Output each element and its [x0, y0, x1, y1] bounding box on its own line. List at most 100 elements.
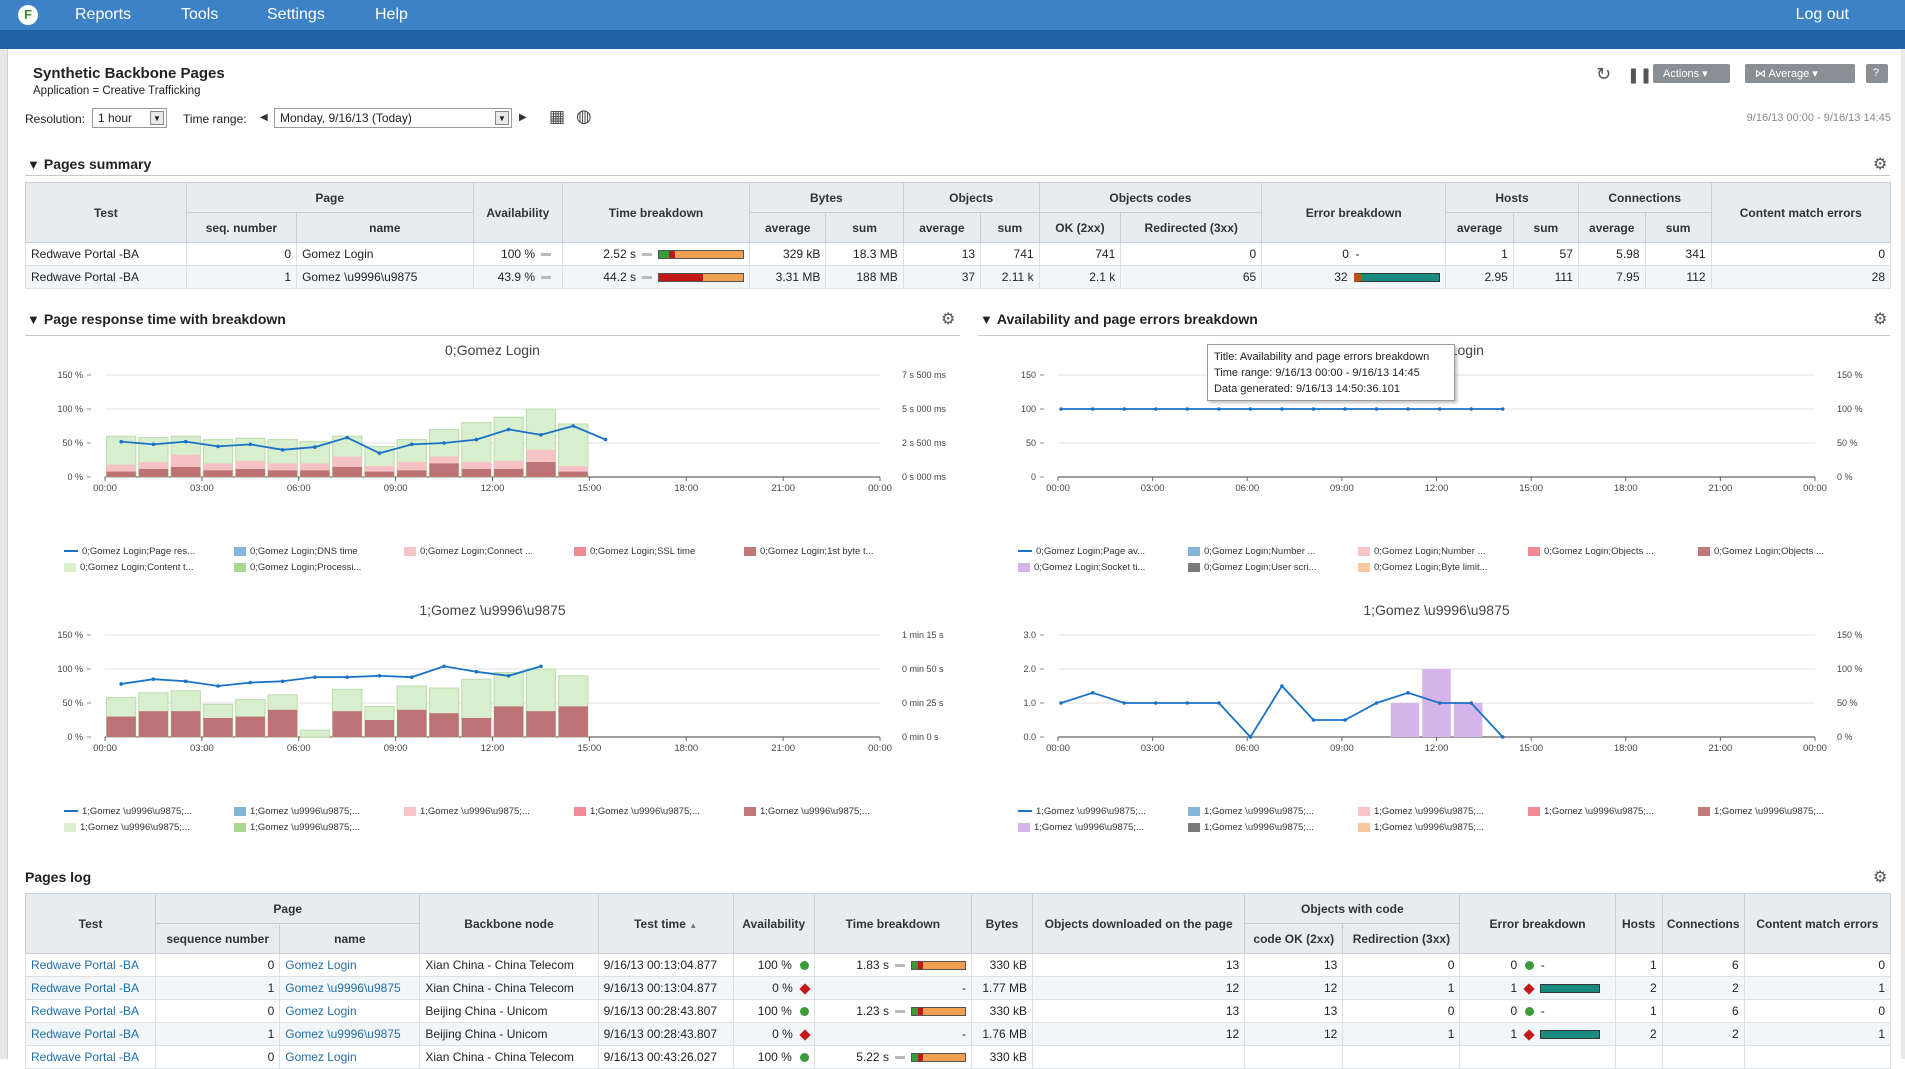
- app-logo-icon[interactable]: F: [18, 5, 38, 25]
- col-conn-sum[interactable]: sum: [1644, 212, 1712, 243]
- table-row[interactable]: Redwave Portal -BA 1 Gomez \u9996\u9875 …: [25, 265, 1892, 289]
- cell-name-link[interactable]: Gomez Login: [279, 1045, 421, 1069]
- legend-item[interactable]: 1;Gomez \u9996\u9875;...: [1018, 822, 1144, 833]
- cell-test-link[interactable]: Redwave Portal -BA: [24, 976, 157, 1000]
- menu-reports[interactable]: Reports: [75, 6, 132, 23]
- average-button[interactable]: ⋈ Average ▾: [1745, 64, 1855, 83]
- legend-item[interactable]: 1;Gomez \u9996\u9875;...: [234, 806, 360, 817]
- col-objects-avg[interactable]: average: [902, 212, 982, 243]
- legend-item[interactable]: 1;Gomez \u9996\u9875;...: [574, 806, 700, 817]
- col-seq[interactable]: seq. number: [185, 212, 298, 243]
- globe-icon[interactable]: ◍: [576, 106, 592, 126]
- gear-icon[interactable]: ⚙: [1873, 311, 1888, 328]
- legend-item[interactable]: 1;Gomez \u9996\u9875;...: [1188, 806, 1314, 817]
- cell-test-link[interactable]: Redwave Portal -BA: [24, 953, 157, 977]
- legend-item[interactable]: 0;Gomez Login;Number ...: [1358, 546, 1485, 557]
- col-redirection[interactable]: Redirection (3xx): [1342, 923, 1461, 954]
- col-bytes-sum[interactable]: sum: [825, 212, 904, 243]
- cell-name-link[interactable]: Gomez \u9996\u9875: [279, 1022, 421, 1046]
- cell-name-link[interactable]: Gomez \u9996\u9875: [279, 976, 421, 1000]
- col-time-breakdown[interactable]: Time breakdown: [813, 893, 972, 954]
- col-code-ok[interactable]: code OK (2xx): [1244, 923, 1344, 954]
- help-button[interactable]: ?: [1866, 64, 1888, 83]
- legend-item[interactable]: 1;Gomez \u9996\u9875;...: [1018, 806, 1146, 817]
- menu-settings[interactable]: Settings: [267, 6, 325, 23]
- col-test[interactable]: Test: [25, 182, 187, 243]
- col-error-breakdown[interactable]: Error breakdown: [1261, 182, 1447, 243]
- legend-item[interactable]: 1;Gomez \u9996\u9875;...: [744, 806, 870, 817]
- legend-item[interactable]: 0;Gomez Login;Page res...: [64, 546, 195, 557]
- col-hosts[interactable]: Hosts: [1614, 893, 1663, 954]
- menu-tools[interactable]: Tools: [181, 6, 219, 23]
- time-range-select[interactable]: Monday, 9/16/13 (Today) ▼: [274, 108, 512, 128]
- legend-item[interactable]: 0;Gomez Login;Byte limit...: [1358, 562, 1488, 573]
- cell-test-link[interactable]: Redwave Portal -BA: [24, 1045, 157, 1069]
- legend-item[interactable]: 1;Gomez \u9996\u9875;...: [234, 822, 360, 833]
- legend-item[interactable]: 0;Gomez Login;1st byte t...: [744, 546, 874, 557]
- col-time-breakdown[interactable]: Time breakdown: [562, 182, 750, 243]
- resolution-select[interactable]: 1 hour ▼: [92, 108, 167, 128]
- cell-name-link[interactable]: Gomez Login: [279, 999, 421, 1023]
- col-objects-sum[interactable]: sum: [980, 212, 1040, 243]
- gear-icon[interactable]: ⚙: [941, 311, 956, 328]
- next-range-icon[interactable]: ▶: [519, 112, 527, 123]
- gear-icon[interactable]: ⚙: [1873, 156, 1888, 173]
- col-hosts-sum[interactable]: sum: [1512, 212, 1579, 243]
- legend-item[interactable]: 1;Gomez \u9996\u9875;...: [1528, 806, 1654, 817]
- legend-item[interactable]: 1;Gomez \u9996\u9875;...: [1358, 806, 1484, 817]
- legend-item[interactable]: 0;Gomez Login;Processi...: [234, 562, 361, 573]
- col-conn-avg[interactable]: average: [1577, 212, 1646, 243]
- col-test[interactable]: Test: [24, 893, 157, 954]
- table-row[interactable]: Redwave Portal -BA 0 Gomez Login 100 % 2…: [25, 242, 1892, 266]
- col-redirected[interactable]: Redirected (3xx): [1120, 212, 1263, 243]
- left-collapse-strip[interactable]: [0, 49, 8, 1059]
- legend-item[interactable]: 0;Gomez Login;DNS time: [234, 546, 358, 557]
- legend-item[interactable]: 0;Gomez Login;Objects ...: [1698, 546, 1824, 557]
- legend-item[interactable]: 0;Gomez Login;Objects ...: [1528, 546, 1654, 557]
- col-backbone-node[interactable]: Backbone node: [419, 893, 599, 954]
- section-title-availability[interactable]: ▼ Availability and page errors breakdown: [980, 311, 1258, 327]
- col-name[interactable]: name: [279, 923, 421, 954]
- actions-button[interactable]: Actions ▾: [1653, 64, 1730, 83]
- col-bytes-avg[interactable]: average: [748, 212, 827, 243]
- col-availability[interactable]: Availability: [732, 893, 815, 954]
- table-row[interactable]: Redwave Portal -BA 0 Gomez Login Xian China…: [24, 953, 1892, 977]
- legend-item[interactable]: 0;Gomez Login;Socket ti...: [1018, 562, 1145, 573]
- col-seq[interactable]: sequence number: [155, 923, 281, 954]
- col-availability[interactable]: Availability: [472, 182, 564, 243]
- col-content-errors[interactable]: Content match errors: [1743, 893, 1892, 954]
- legend-item[interactable]: 1;Gomez \u9996\u9875;...: [1358, 822, 1484, 833]
- legend-item[interactable]: 1;Gomez \u9996\u9875;...: [404, 806, 530, 817]
- legend-item[interactable]: 0;Gomez Login;User scri...: [1188, 562, 1316, 573]
- right-scroll-strip[interactable]: [1901, 49, 1905, 1059]
- col-connections[interactable]: Connections: [1661, 893, 1745, 954]
- legend-item[interactable]: 1;Gomez \u9996\u9875;...: [1698, 806, 1824, 817]
- chart-response-gomez-login[interactable]: 0;Gomez Login 150 % 7 s 500 ms 100 % 5 s 000…: [25, 345, 955, 565]
- calendar-icon[interactable]: ▦: [549, 107, 566, 126]
- section-title-response[interactable]: ▼ Page response time with breakdown: [27, 311, 286, 327]
- col-error-breakdown[interactable]: Error breakdown: [1459, 893, 1616, 954]
- legend-item[interactable]: 0;Gomez Login;Number ...: [1188, 546, 1315, 557]
- legend-item[interactable]: 0;Gomez Login;Page av...: [1018, 546, 1145, 557]
- legend-item[interactable]: 0;Gomez Login;Connect ...: [404, 546, 533, 557]
- legend-item[interactable]: 1;Gomez \u9996\u9875;...: [64, 822, 190, 833]
- table-row[interactable]: Redwave Portal -BA 0 Gomez Login Beijing Ch…: [24, 999, 1892, 1023]
- legend-item[interactable]: 1;Gomez \u9996\u9875;...: [1188, 822, 1314, 833]
- logout-link[interactable]: Log out: [1795, 6, 1849, 23]
- col-ok[interactable]: OK (2xx): [1038, 212, 1122, 243]
- prev-range-icon[interactable]: ◀: [260, 112, 268, 123]
- table-row[interactable]: Redwave Portal -BA 1 Gomez \u9996\u9875 Xia…: [24, 976, 1892, 1000]
- section-title-summary[interactable]: ▼ Pages summary: [27, 156, 152, 172]
- chart-availability-gomez-home[interactable]: 1;Gomez \u9996\u9875 3.0 150 % 2.0 100 % 1.0 5…: [978, 605, 1890, 825]
- cell-test-link[interactable]: Redwave Portal -BA: [24, 1022, 157, 1046]
- col-test-time[interactable]: Test time ▲: [597, 893, 734, 954]
- legend-item[interactable]: 0;Gomez Login;SSL time: [574, 546, 695, 557]
- refresh-icon[interactable]: ↻: [1596, 64, 1612, 84]
- legend-item[interactable]: 1;Gomez \u9996\u9875;...: [64, 806, 192, 817]
- table-row[interactable]: Redwave Portal -BA 1 Gomez \u9996\u9875 Bei…: [24, 1022, 1892, 1046]
- table-row[interactable]: Redwave Portal -BA 0 Gomez Login Xian China…: [24, 1045, 1892, 1069]
- legend-item[interactable]: 0;Gomez Login;Content t...: [64, 562, 194, 573]
- menu-help[interactable]: Help: [375, 6, 408, 23]
- col-hosts-avg[interactable]: average: [1445, 212, 1514, 243]
- cell-name-link[interactable]: Gomez Login: [279, 953, 421, 977]
